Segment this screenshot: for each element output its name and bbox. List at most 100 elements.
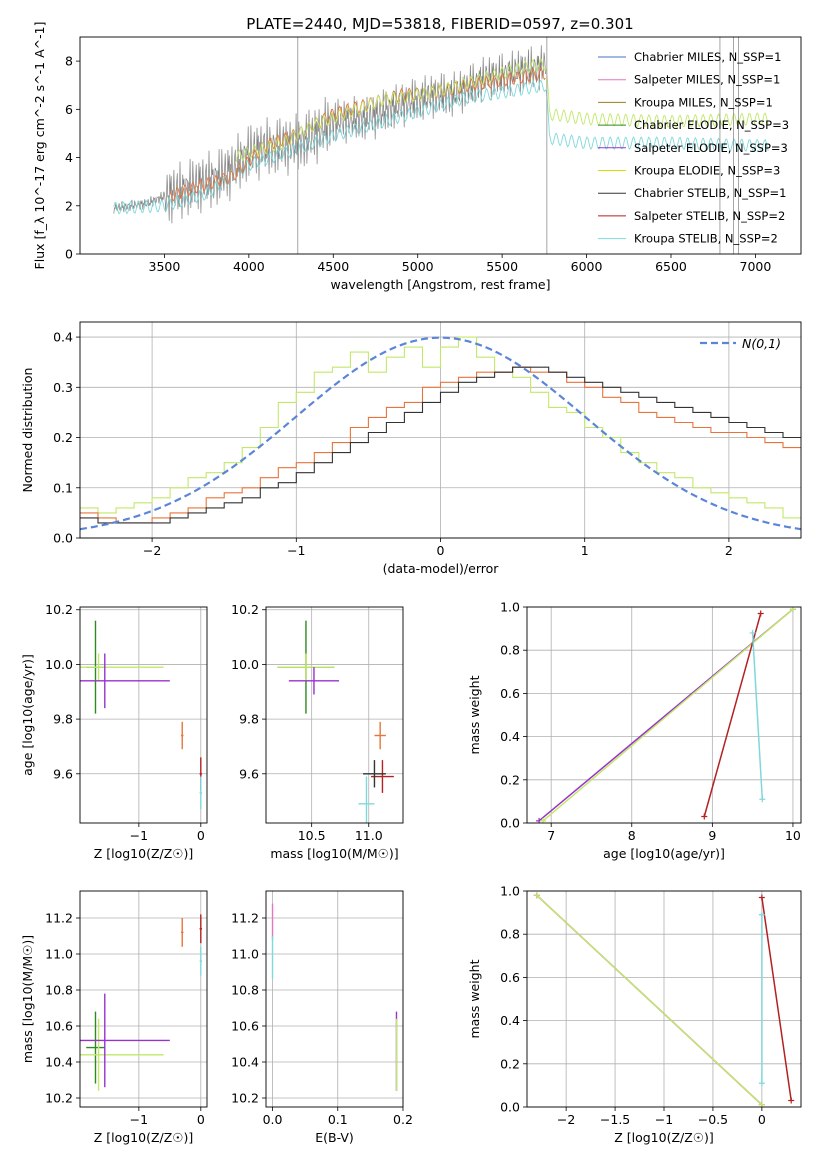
weight-marker [758, 894, 765, 901]
weight-marker [533, 892, 540, 899]
x-axis-label: age [log10(age/yr)] [603, 846, 725, 861]
y-tick-label: 11.2 [231, 911, 259, 926]
weight-marker [759, 796, 766, 803]
y-tick-label: 0.8 [500, 927, 520, 942]
axes-frame [265, 890, 404, 1108]
x-tick-label: −0.5 [698, 1112, 728, 1127]
weight-line [536, 894, 763, 1106]
x-tick-label: 0.2 [393, 1112, 413, 1127]
plot-area [113, 37, 769, 254]
panel-age-vs-Z: −1 0 9.6 9.8 10.0 10.2 Z [log10(Z/Z☉)] age [log… [20, 602, 208, 861]
x-axis-label: E(B-V) [315, 1130, 354, 1145]
weight-marker [749, 629, 756, 636]
x-tick-label: 0 [197, 1112, 205, 1127]
y-tick-label: 10.2 [45, 602, 73, 617]
x-tick-label: −1.5 [600, 1112, 630, 1127]
figure-title: PLATE=2440, MJD=53818, FIBERID=0597, z=0… [246, 15, 633, 33]
histogram-step [80, 366, 801, 524]
y-tick-label: 10.4 [231, 1055, 259, 1070]
x-tick-label: 0 [437, 543, 445, 558]
x-tick-label: 5000 [402, 259, 434, 274]
y-tick-label: 10.2 [231, 1091, 259, 1106]
plot-area [80, 620, 203, 810]
legend-label: Salpeter STELIB, N_SSP=2 [634, 209, 785, 223]
axes-frame [265, 606, 404, 824]
normal-curve [80, 336, 801, 531]
y-tick-label: 0.0 [500, 816, 520, 831]
y-tick-label: 0 [65, 247, 73, 262]
panel-spectrum: 3500 4000 4500 5000 5500 6000 6500 7000 0 2 4 6 8 wav… [32, 22, 802, 292]
y-axis-label: Flux [f_λ 10^-17 erg cm^-2 s^-1 A^-1] [32, 22, 47, 270]
plot-area [277, 620, 394, 823]
axes-frame [79, 606, 208, 824]
weight-marker [788, 1097, 795, 1104]
y-axis-label: Normed distribution [20, 368, 35, 493]
y-tick-label: 0.8 [500, 643, 520, 658]
plot-area [80, 336, 801, 531]
y-tick-label: 10.0 [45, 657, 73, 672]
y-tick-label: 1.0 [500, 600, 520, 615]
y-axis-label: age [log10(age/yr)] [20, 654, 35, 776]
y-tick-label: 11.0 [45, 947, 73, 962]
legend-label: Chabrier STELIB, N_SSP=1 [634, 186, 786, 200]
x-tick-label: −1 [287, 543, 305, 558]
axes-frame [79, 890, 208, 1108]
y-tick-label: 10.2 [231, 602, 259, 617]
y-tick-label: 0.6 [500, 970, 520, 985]
legend-label: Salpeter MILES, N_SSP=1 [634, 73, 780, 87]
model-spectrum-line [113, 79, 769, 215]
y-tick-label: 0.1 [53, 480, 73, 495]
plot-area [533, 892, 795, 1107]
model-spectrum-line [169, 67, 546, 202]
x-tick-label: 0.0 [263, 1112, 283, 1127]
x-tick-label: 0 [758, 1112, 766, 1127]
x-tick-label: −2 [557, 1112, 575, 1127]
histogram-step [80, 366, 801, 524]
y-tick-label: 0.6 [500, 686, 520, 701]
x-tick-label: 6500 [655, 259, 687, 274]
axes-frame [79, 321, 802, 539]
weight-line [542, 608, 794, 822]
plot-area [536, 607, 796, 823]
weight-marker [758, 911, 765, 918]
panel-mass-weight-vs-Z: −2 −1.5 −1 −0.5 0 0.0 0.2 0.4 0.6 0.8 1.0 Z [log10(… [467, 884, 802, 1145]
x-tick-label: 5500 [486, 259, 518, 274]
x-axis-label: mass [log10(M/M☉)] [270, 846, 398, 861]
x-tick-label: 6000 [571, 259, 603, 274]
legend-label: Kroupa STELIB, N_SSP=2 [634, 232, 778, 246]
x-tick-label: −2 [143, 543, 161, 558]
y-tick-label: 9.8 [239, 712, 259, 727]
x-tick-label: 1 [581, 543, 589, 558]
legend-label: Kroupa MILES, N_SSP=1 [634, 95, 773, 109]
weight-marker [757, 610, 764, 617]
axes-frame [526, 606, 802, 824]
y-tick-label: 9.8 [53, 712, 73, 727]
y-tick-label: 0.2 [500, 772, 520, 787]
legend-label: Chabrier MILES, N_SSP=1 [634, 50, 781, 64]
legend-label: Chabrier ELODIE, N_SSP=3 [634, 118, 789, 132]
y-tick-label: 0.2 [500, 1056, 520, 1071]
y-tick-label: 0.4 [500, 1013, 520, 1028]
x-tick-label: 2 [725, 543, 733, 558]
plot-area [271, 903, 398, 1091]
y-tick-label: 10.2 [45, 1091, 73, 1106]
x-axis-label: Z [log10(Z/Z☉)] [94, 846, 194, 861]
y-tick-label: 11.0 [231, 947, 259, 962]
x-axis-label: (data-model)/error [383, 561, 500, 576]
x-axis-label: Z [log10(Z/Z☉)] [614, 1130, 714, 1145]
y-tick-label: 9.6 [239, 766, 259, 781]
y-tick-label: 10.8 [45, 983, 73, 998]
y-tick-label: 10.8 [231, 983, 259, 998]
x-tick-label: 10 [785, 828, 801, 843]
panel-age-vs-mass: 10.5 11.0 9.6 9.8 10.0 10.2 mass [log10(M/M☉)] [231, 602, 404, 861]
x-tick-label: 7 [547, 828, 555, 843]
y-axis-label: mass weight [467, 675, 482, 754]
panel-mass-vs-Z: −1 0 10.2 10.4 10.6 10.8 11.0 11.2 Z [log10(Z/Z☉… [20, 890, 208, 1145]
data-spectrum-line [113, 45, 547, 224]
plot-area [80, 914, 203, 1091]
x-tick-label: 8 [628, 828, 636, 843]
x-axis-label: wavelength [Angstrom, rest frame] [330, 277, 550, 292]
legend-label: N(0,1) [742, 336, 781, 351]
weight-marker [758, 1080, 765, 1087]
